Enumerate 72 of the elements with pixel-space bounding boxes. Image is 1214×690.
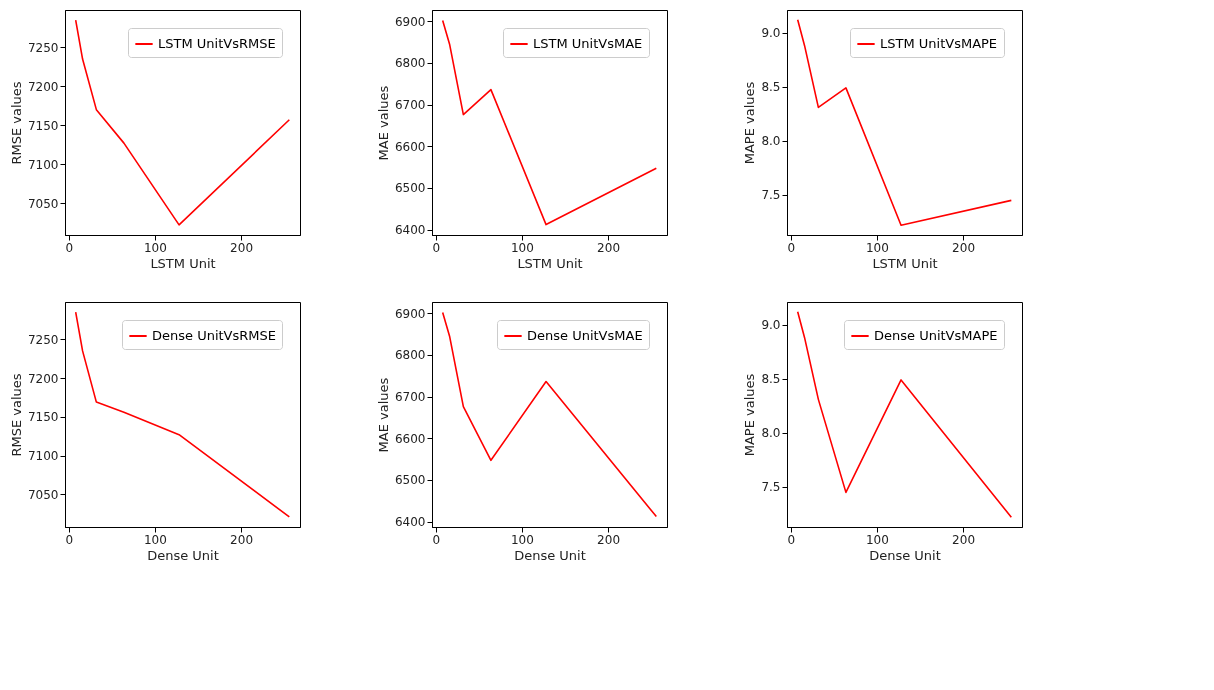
y-tick-label: 7200: [27, 371, 59, 386]
x-tick-label: 100: [143, 532, 167, 547]
legend-label: Dense UnitVsMAPE: [874, 328, 998, 343]
x-tick-label: 200: [952, 532, 976, 547]
y-tick-label: 9.0: [761, 318, 781, 333]
x-tick-label: 200: [230, 532, 254, 547]
x-axis-title: LSTM Unit: [872, 255, 938, 271]
x-tick-label: 100: [865, 532, 889, 547]
x-axis-title: Dense Unit: [147, 547, 219, 563]
line-series: [796, 310, 1013, 519]
y-tick-label: 6600: [394, 431, 426, 446]
y-tick-label: 6400: [394, 223, 426, 238]
y-tick-label: 9.0: [761, 26, 781, 41]
line-series: [441, 19, 658, 226]
x-axis-title: LSTM Unit: [517, 255, 583, 271]
x-axis-title: Dense Unit: [514, 547, 586, 563]
x-tick-label: 200: [597, 532, 621, 547]
y-tick-label: 6700: [394, 98, 426, 113]
y-tick-label: 7250: [27, 332, 59, 347]
x-tick-label: 200: [952, 240, 976, 255]
y-tick-label: 7050: [27, 487, 59, 502]
y-tick-label: 6500: [394, 473, 426, 488]
legend-label: Dense UnitVsRMSE: [152, 328, 276, 343]
y-axis-title: MAE values: [375, 377, 391, 453]
x-tick-label: 200: [230, 240, 254, 255]
x-tick-label: 200: [597, 240, 621, 255]
y-axis-title: RMSE values: [8, 81, 24, 165]
y-tick-label: 7050: [27, 196, 59, 211]
legend-label: LSTM UnitVsRMSE: [158, 36, 276, 51]
y-tick-label: 6800: [394, 348, 426, 363]
y-tick-label: 8.5: [761, 80, 781, 95]
legend-label: Dense UnitVsMAE: [527, 328, 643, 343]
x-tick-label: 100: [510, 532, 534, 547]
x-tick-label: 0: [787, 240, 796, 255]
y-tick-label: 7100: [27, 157, 59, 172]
y-tick-label: 7100: [27, 449, 59, 464]
y-tick-label: 6600: [394, 139, 426, 154]
x-axis-title: Dense Unit: [869, 547, 941, 563]
x-tick-label: 0: [65, 532, 74, 547]
x-axis-title: LSTM Unit: [150, 255, 216, 271]
x-tick-label: 0: [787, 532, 796, 547]
line-series: [441, 311, 658, 518]
y-tick-label: 8.0: [761, 426, 781, 441]
x-tick-label: 100: [510, 240, 534, 255]
line-series: [74, 311, 291, 518]
x-tick-label: 0: [432, 532, 441, 547]
x-tick-label: 100: [865, 240, 889, 255]
y-tick-label: 7150: [27, 118, 59, 133]
y-axis-title: RMSE values: [8, 373, 24, 457]
line-series: [796, 18, 1013, 227]
y-tick-label: 6700: [394, 390, 426, 405]
y-tick-label: 6400: [394, 515, 426, 530]
y-tick-label: 6900: [394, 306, 426, 321]
y-axis-title: MAPE values: [742, 373, 758, 457]
x-tick-label: 100: [143, 240, 167, 255]
y-axis-title: MAE values: [375, 85, 391, 161]
y-tick-label: 8.5: [761, 372, 781, 387]
y-tick-label: 7150: [27, 410, 59, 425]
y-tick-label: 8.0: [761, 134, 781, 149]
y-tick-label: 6900: [394, 14, 426, 29]
x-tick-label: 0: [65, 240, 74, 255]
y-tick-label: 7.5: [761, 188, 781, 203]
x-tick-label: 0: [432, 240, 441, 255]
legend-label: LSTM UnitVsMAE: [533, 36, 643, 51]
y-tick-label: 7.5: [761, 480, 781, 495]
y-tick-label: 6500: [394, 181, 426, 196]
y-tick-label: 7200: [27, 79, 59, 94]
line-series: [74, 19, 291, 226]
y-axis-title: MAPE values: [742, 81, 758, 165]
legend-label: LSTM UnitVsMAPE: [880, 36, 998, 51]
y-tick-label: 6800: [394, 56, 426, 71]
y-tick-label: 7250: [27, 40, 59, 55]
